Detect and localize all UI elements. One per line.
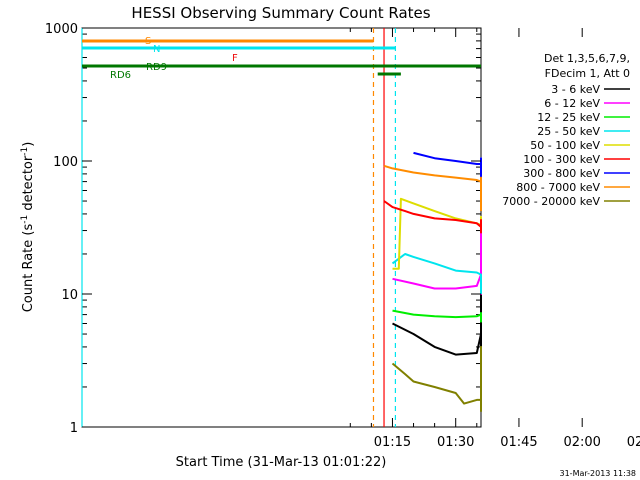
legend-entry-label: 50 - 100 keV xyxy=(530,139,600,152)
legend-entry-label: 3 - 6 keV xyxy=(551,83,600,96)
series-line xyxy=(391,345,482,412)
legend-entry-label: 100 - 300 keV xyxy=(523,153,600,166)
series-line xyxy=(392,197,482,270)
y-tick-label: 100 xyxy=(53,155,78,170)
legend-entry-label: 300 - 800 keV xyxy=(523,167,600,180)
legend-entry-label: 6 - 12 keV xyxy=(544,97,600,110)
series-line xyxy=(392,235,482,393)
series-line xyxy=(383,164,482,212)
legend: Det 1,3,5,6,7,9, FDecim 1, Att 0 3 - 6 k… xyxy=(502,52,630,208)
y-tick-label: 10 xyxy=(61,288,78,303)
legend-header-2: FDecim 1, Att 0 xyxy=(545,67,630,80)
x-tick-label: 01:30 xyxy=(437,435,474,450)
series-line xyxy=(383,200,482,234)
series-group xyxy=(383,151,482,412)
flag-label: RD6 xyxy=(110,70,131,81)
legend-entry-label: 7000 - 20000 keV xyxy=(502,195,600,208)
x-axis-label: Start Time (31-Mar-13 01:01:22) xyxy=(176,455,387,470)
legend-entry-label: 12 - 25 keV xyxy=(537,111,600,124)
legend-entry-label: 800 - 7000 keV xyxy=(516,181,600,194)
y-tick-label: 1 xyxy=(70,421,78,436)
y-minor-ticks xyxy=(82,33,481,388)
flag-labels: SN F RD6 RD9 xyxy=(110,36,238,81)
x-tick-label: 01:45 xyxy=(500,435,537,450)
footer-date: 31-Mar-2013 11:38 xyxy=(560,469,637,478)
event-lines xyxy=(81,28,397,427)
series-line xyxy=(392,229,482,295)
y-ticks: 1 10 100 1000 xyxy=(45,22,481,436)
flag-bars xyxy=(82,39,481,76)
x-tick-label: 02:00 xyxy=(563,435,600,450)
legend-header-1: Det 1,3,5,6,7,9, xyxy=(544,52,630,65)
x-tick-label: 01:15 xyxy=(374,435,411,450)
series-line xyxy=(413,151,482,198)
flag-label: S xyxy=(145,36,151,47)
series-line xyxy=(392,309,482,323)
flag-label: N xyxy=(153,44,160,55)
flag-label: F xyxy=(232,53,238,64)
plot-frame xyxy=(81,27,482,428)
chart-title: HESSI Observing Summary Count Rates xyxy=(131,4,430,22)
y-axis-label: Count Rate (s-1 detector-1) xyxy=(20,142,36,313)
series-line xyxy=(391,253,482,294)
y-tick-label: 1000 xyxy=(45,22,78,37)
legend-entry-label: 25 - 50 keV xyxy=(537,125,600,138)
flag-label: RD9 xyxy=(146,62,167,73)
x-tick-label: 02:15 xyxy=(627,435,640,450)
